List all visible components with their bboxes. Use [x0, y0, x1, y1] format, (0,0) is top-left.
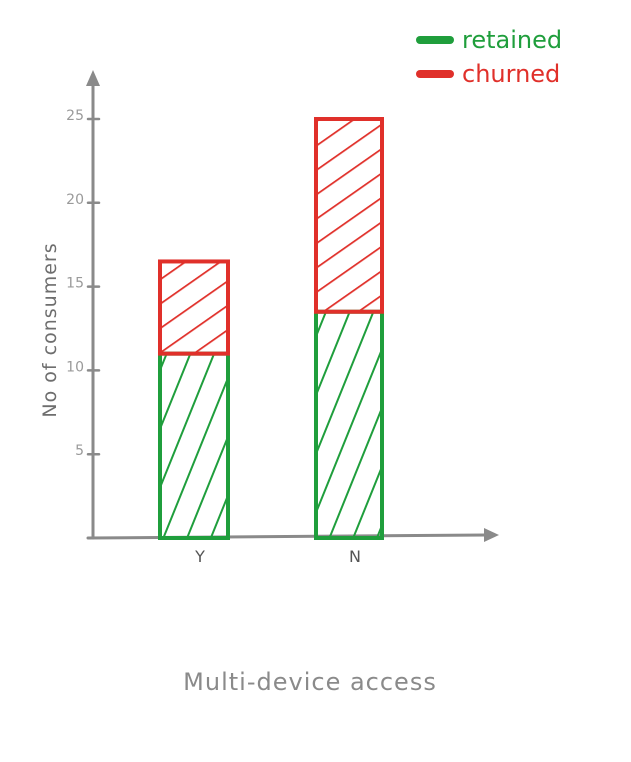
bars — [158, 117, 384, 541]
y-tick-label: 5 — [75, 443, 84, 459]
y-ticks: 5 10 15 20 25 — [66, 108, 101, 459]
x-tick-label: N — [349, 547, 361, 566]
x-axis-label: Multi-device access — [183, 668, 437, 696]
x-tick-label: Y — [194, 547, 205, 566]
y-tick-label: 15 — [66, 276, 84, 292]
y-tick-label: 10 — [66, 359, 84, 375]
legend: retained churned — [416, 26, 562, 88]
x-axis — [86, 533, 489, 540]
bar-retained-N — [314, 309, 384, 540]
x-axis-arrow — [484, 528, 499, 542]
y-axis-label: No of consumers — [39, 242, 61, 417]
bar-churned-N — [314, 117, 384, 314]
y-tick-label: 20 — [66, 192, 84, 208]
bar-retained-Y — [158, 351, 230, 541]
bar-churned-Y — [158, 259, 230, 356]
legend-label-churned: churned — [462, 60, 560, 88]
y-axis-arrow — [86, 70, 100, 86]
legend-label-retained: retained — [462, 26, 562, 54]
y-tick-label: 25 — [66, 108, 84, 124]
